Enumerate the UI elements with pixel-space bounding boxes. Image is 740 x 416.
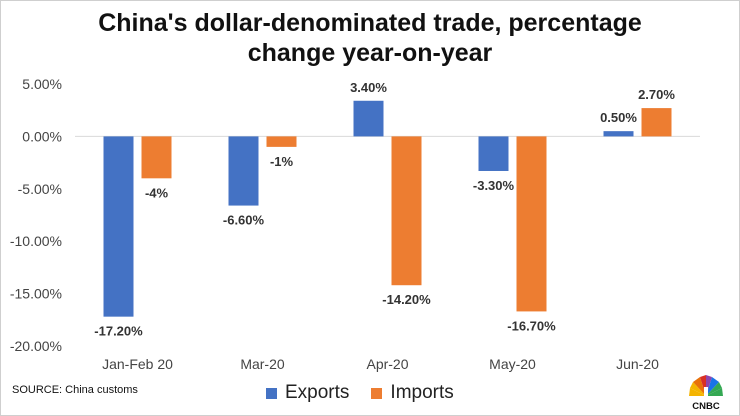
legend-label-exports: Exports [285, 382, 350, 403]
legend-swatch-exports [266, 387, 277, 399]
bar-imports [391, 136, 422, 286]
chart-legend: Exports Imports [266, 382, 454, 404]
bar-exports [103, 136, 134, 317]
logo-text: CNBC [692, 401, 720, 412]
legend-item-exports: Exports [266, 382, 349, 404]
peacock-icon [689, 375, 723, 396]
y-tick-label: 0.00% [22, 128, 62, 144]
bar-exports [478, 136, 509, 171]
bar-imports [266, 136, 297, 147]
legend-label-imports: Imports [390, 382, 454, 403]
x-tick-label: Jun-20 [616, 356, 659, 372]
cnbc-logo: CNBC [689, 375, 723, 412]
bar-imports [516, 136, 547, 312]
data-label-imports: -4% [145, 185, 169, 200]
x-tick-label: Jan-Feb 20 [102, 356, 173, 372]
chart-title: China's dollar-denominated trade, percen… [40, 8, 700, 68]
source-note: SOURCE: China customs [12, 384, 138, 396]
bar-imports [141, 136, 172, 179]
data-label-exports: 0.50% [600, 110, 637, 125]
title-line-1: China's dollar-denominated trade, percen… [98, 9, 642, 37]
y-tick-label: -5.00% [18, 181, 62, 197]
title-line-2: change year-on-year [247, 39, 493, 67]
x-tick-label: Mar-20 [240, 356, 285, 372]
data-label-imports: -1% [270, 154, 294, 169]
data-label-exports: -17.20% [94, 324, 143, 339]
legend-swatch-imports [371, 387, 383, 399]
bar-exports [353, 100, 384, 137]
y-tick-label: -15.00% [10, 286, 62, 302]
data-label-imports: -16.70% [507, 318, 556, 333]
legend-item-imports: Imports [371, 382, 454, 404]
x-tick-label: Apr-20 [366, 356, 408, 372]
y-tick-label: -20.00% [10, 338, 62, 354]
y-tick-label: 5.00% [22, 76, 62, 92]
bar-imports [641, 108, 672, 137]
bar-exports [228, 136, 259, 206]
data-label-exports: 3.40% [350, 80, 387, 95]
bar-exports [603, 131, 634, 137]
x-tick-label: May-20 [489, 356, 536, 372]
data-label-imports: -14.20% [382, 292, 431, 307]
data-label-imports: 2.70% [638, 87, 675, 102]
y-tick-label: -10.00% [10, 233, 62, 249]
data-label-exports: -6.60% [223, 213, 265, 228]
data-label-exports: -3.30% [473, 178, 515, 193]
